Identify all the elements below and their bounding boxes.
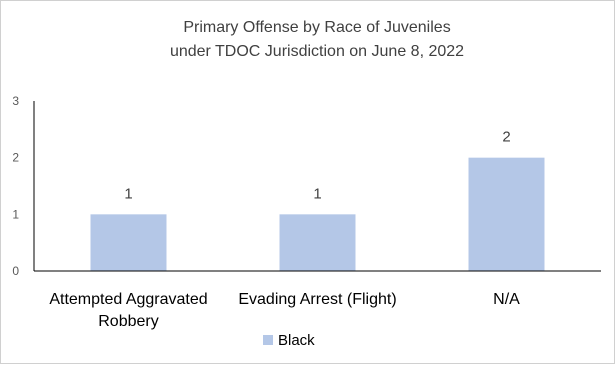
bar-value-label: 1 <box>313 185 321 202</box>
x-category-label: Attempted Aggravated <box>49 291 207 308</box>
y-tick-label: 0 <box>12 264 19 278</box>
y-tick-label: 1 <box>12 207 19 221</box>
x-category-label: Robbery <box>98 313 158 330</box>
chart-title-line-1: Primary Offense by Race of Juveniles <box>183 19 450 36</box>
legend-label-black: Black <box>278 332 315 349</box>
y-tick-label: 2 <box>12 151 19 165</box>
x-category-label: Evading Arrest (Flight) <box>238 291 396 308</box>
bar <box>468 157 545 271</box>
x-category-label: N/A <box>493 291 520 308</box>
chart-title-line-2: under TDOC Jurisdiction on June 8, 2022 <box>170 43 464 60</box>
legend-swatch-black <box>263 335 273 345</box>
bar-value-label: 1 <box>124 185 132 202</box>
bar <box>279 214 356 271</box>
y-tick-label: 3 <box>12 94 19 108</box>
bar-value-label: 2 <box>502 129 510 146</box>
bar <box>90 214 167 271</box>
